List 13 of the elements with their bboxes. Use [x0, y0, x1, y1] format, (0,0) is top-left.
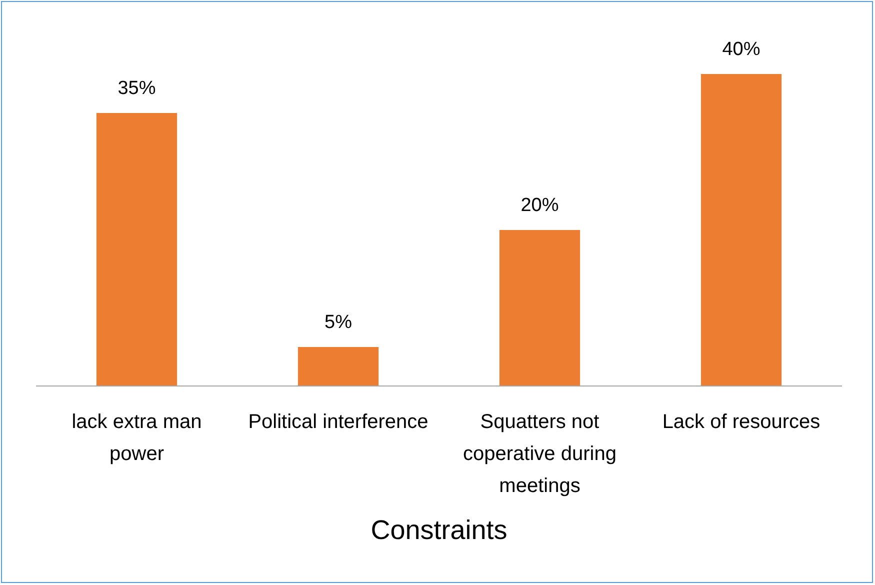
- data-label: 40%: [722, 39, 760, 60]
- bar: [700, 74, 782, 386]
- x-tick-label: Squatters not coperative during meetings: [463, 411, 616, 497]
- x-tick-label: Political interference: [248, 411, 428, 433]
- x-axis-title: Constraints: [370, 515, 508, 545]
- data-label: 20%: [520, 195, 559, 216]
- x-tick-label: lack extra man power: [72, 411, 202, 465]
- data-label: 35%: [118, 78, 156, 99]
- data-label: 5%: [324, 312, 352, 333]
- bar: [499, 230, 580, 386]
- x-tick-label: Lack of resources: [662, 411, 820, 433]
- bar: [298, 347, 379, 386]
- bar: [96, 113, 178, 386]
